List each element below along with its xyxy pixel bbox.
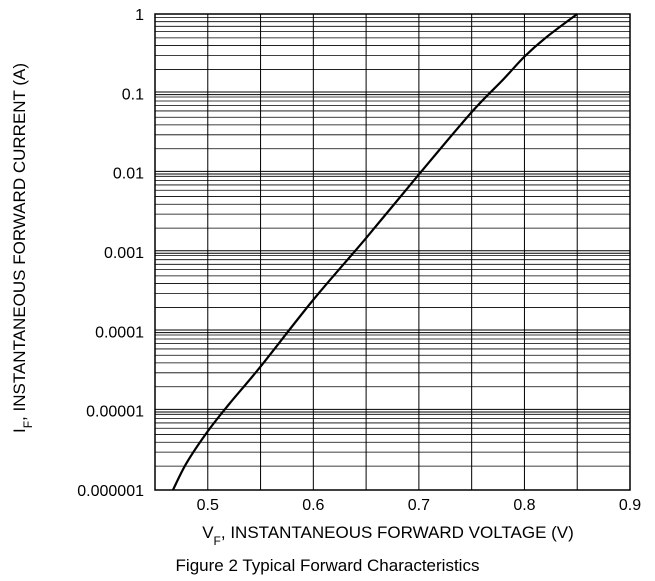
y-axis-label-text: , INSTANTANEOUS FORWARD CURRENT (A) [10, 63, 29, 421]
x-tick-label: 0.5 [197, 497, 219, 514]
plot-frame [154, 13, 631, 491]
x-tick-label: 0.9 [619, 497, 641, 514]
minor-gridlines [155, 14, 630, 490]
y-tick-label: 0.0001 [95, 324, 144, 341]
x-tick-label: 0.8 [513, 497, 535, 514]
x-tick-label: 0.6 [302, 497, 324, 514]
x-axis-label-subscript: F [214, 534, 221, 548]
y-tick-label: 1 [135, 7, 144, 24]
y-tick-labels: 0.000001 0.00001 0.0001 0.001 0.01 0.1 1 [77, 7, 144, 500]
series-line-forward-current [171, 13, 578, 491]
y-tick-label: 0.001 [104, 245, 144, 262]
x-axis-label-symbol: V [202, 523, 214, 542]
figure-caption: Figure 2 Typical Forward Characteristics [175, 556, 480, 575]
y-tick-label: 0.01 [113, 166, 144, 183]
y-axis-label-symbol: I [10, 428, 29, 433]
x-tick-labels: 0.5 0.6 0.7 0.8 0.9 [197, 497, 642, 514]
y-tick-label: 0.00001 [86, 404, 144, 421]
x-axis-label: VF, INSTANTANEOUS FORWARD VOLTAGE (V) [202, 523, 574, 548]
y-axis-label-subscript: F [21, 421, 35, 428]
x-tick-label: 0.7 [408, 497, 430, 514]
x-axis-label-text: , INSTANTANEOUS FORWARD VOLTAGE (V) [221, 523, 574, 542]
y-tick-label: 0.000001 [77, 483, 144, 500]
y-axis-label: IF, INSTANTANEOUS FORWARD CURRENT (A) [10, 63, 35, 433]
major-gridlines [155, 91, 630, 413]
y-tick-label: 0.1 [122, 86, 144, 103]
